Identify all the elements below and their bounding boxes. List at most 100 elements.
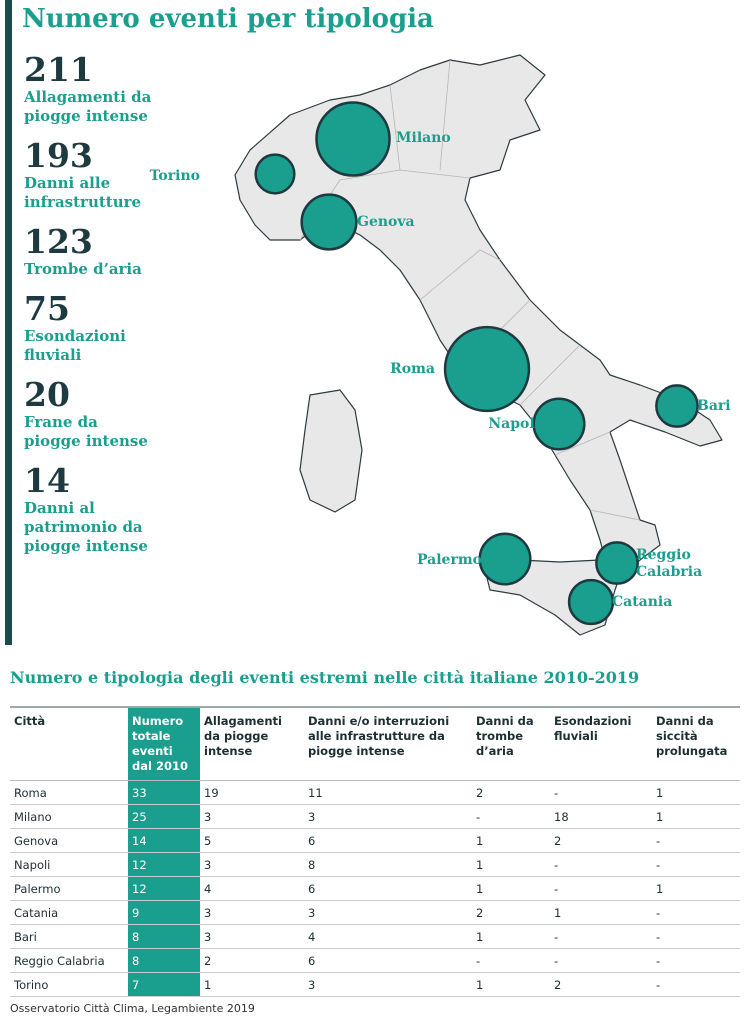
city-label: Bari — [697, 398, 731, 414]
value-cell: 1 — [472, 972, 550, 997]
city-label: Reggio Calabria — [636, 547, 703, 580]
table-body: Roma 33 19 11 2-1 Milano 25 3 3-18 1 Genova 14 5 6 1 2-… — [10, 780, 740, 997]
value-cell: - — [652, 852, 740, 877]
table-row: Catania 9 3 3 2 1- — [10, 900, 740, 925]
city-label: Palermo — [417, 552, 482, 568]
value-cell: 1 — [472, 924, 550, 949]
column-header: Città — [10, 706, 128, 781]
value-cell: 25 — [128, 804, 200, 829]
city-cell: Bari — [10, 924, 128, 949]
stat-label: Esondazioni fluviali — [24, 327, 126, 364]
column-header: Danni da trombe d’aria — [472, 706, 550, 781]
value-cell: 3 — [304, 804, 472, 829]
value-cell: 2 — [550, 828, 652, 853]
city-cell: Roma — [10, 780, 128, 805]
city-cell: Catania — [10, 900, 128, 925]
value-cell: 9 — [128, 900, 200, 925]
city-cell: Milano — [10, 804, 128, 829]
city-cell: Torino — [10, 972, 128, 997]
value-cell: 1 — [472, 876, 550, 901]
city-cell: Palermo — [10, 876, 128, 901]
value-cell: 14 — [128, 828, 200, 853]
value-cell: 6 — [304, 876, 472, 901]
value-cell: 1 — [550, 900, 652, 925]
value-cell: - — [550, 924, 652, 949]
city-cell: Genova — [10, 828, 128, 853]
stat-label: Trombe d’aria — [24, 260, 142, 278]
column-header: Danni da siccità prolungata — [652, 706, 740, 781]
city-bubble — [478, 532, 532, 586]
value-cell: 8 — [304, 852, 472, 877]
value-cell: 2 — [472, 780, 550, 805]
table-row: Genova 14 5 6 1 2- — [10, 828, 740, 853]
value-cell: 7 — [128, 972, 200, 997]
sardinia — [299, 389, 363, 513]
value-cell: 6 — [304, 948, 472, 973]
value-cell: - — [472, 948, 550, 973]
value-cell: 3 — [200, 852, 304, 877]
stat-label: Frane da piogge intense — [24, 413, 148, 450]
title: Numero eventi per tipologia — [22, 4, 434, 34]
value-cell: 33 — [128, 780, 200, 805]
value-cell: 12 — [128, 852, 200, 877]
source: Osservatorio Città Clima, Legambiente 20… — [10, 1002, 255, 1015]
value-cell: - — [550, 948, 652, 973]
stat-number: 75 — [24, 289, 70, 328]
table-row: Bari 8 3 4 1- - — [10, 924, 740, 949]
italy-map — [234, 54, 723, 636]
stat-label: Allagamenti da piogge intense — [24, 88, 152, 125]
value-cell: - — [652, 972, 740, 997]
city-bubble — [254, 153, 296, 195]
table-row: Roma 33 19 11 2-1 — [10, 780, 740, 805]
value-cell: 8 — [128, 924, 200, 949]
stat: 20 Frane da piogge intense — [24, 377, 174, 451]
value-cell: - — [652, 828, 740, 853]
value-cell: 3 — [200, 804, 304, 829]
table-title: Numero e tipologia degli eventi estremi … — [10, 668, 640, 687]
value-cell: - — [550, 780, 652, 805]
city-bubble — [532, 397, 586, 451]
table-row: Palermo 12 4 6 1-1 — [10, 876, 740, 901]
events-table: Città Numero totale eventi dal 2010 Allaga… — [10, 706, 740, 997]
value-cell: 3 — [200, 900, 304, 925]
value-cell: 2 — [472, 900, 550, 925]
table-row: Torino 7 1 3 1 2- — [10, 972, 740, 997]
value-cell: 1 — [652, 804, 740, 829]
header-row: Città Numero totale eventi dal 2010 Allaga… — [10, 706, 740, 781]
value-cell: - — [550, 852, 652, 877]
value-cell: 19 — [200, 780, 304, 805]
city-bubble — [595, 541, 639, 585]
value-cell: 1 — [200, 972, 304, 997]
city-bubble — [300, 193, 358, 251]
value-cell: 1 — [472, 852, 550, 877]
accent-bar — [5, 0, 12, 645]
value-cell: 1 — [652, 780, 740, 805]
column-header: Numero totale eventi dal 2010 — [128, 706, 200, 781]
value-cell: - — [550, 876, 652, 901]
stats-list: 211 Allagamenti da piogge intense 193 Danni… — [24, 52, 174, 568]
city-bubble — [443, 325, 531, 413]
city-label: Napoli — [488, 416, 540, 432]
value-cell: - — [652, 900, 740, 925]
city-label: Genova — [357, 214, 415, 230]
value-cell: 3 — [304, 972, 472, 997]
region-borders — [299, 59, 641, 521]
value-cell: 4 — [304, 924, 472, 949]
stat: 123 Trombe d’aria — [24, 224, 174, 279]
city-label: Milano — [396, 130, 451, 146]
stat-number: 193 — [24, 136, 93, 175]
stat-number: 211 — [24, 50, 93, 89]
city-bubble — [655, 384, 699, 428]
table-row: Napoli 12 3 8 1- - — [10, 852, 740, 877]
stat-number: 14 — [24, 461, 70, 500]
city-label: Roma — [390, 361, 435, 377]
value-cell: 2 — [550, 972, 652, 997]
table-row: Reggio Calabria 8 2 6- - - — [10, 948, 740, 973]
value-cell: 3 — [200, 924, 304, 949]
value-cell: 12 — [128, 876, 200, 901]
value-cell: 18 — [550, 804, 652, 829]
stat-label: Danni al patrimonio da piogge intense — [24, 499, 148, 555]
value-cell: 2 — [200, 948, 304, 973]
city-bubble — [567, 578, 615, 626]
